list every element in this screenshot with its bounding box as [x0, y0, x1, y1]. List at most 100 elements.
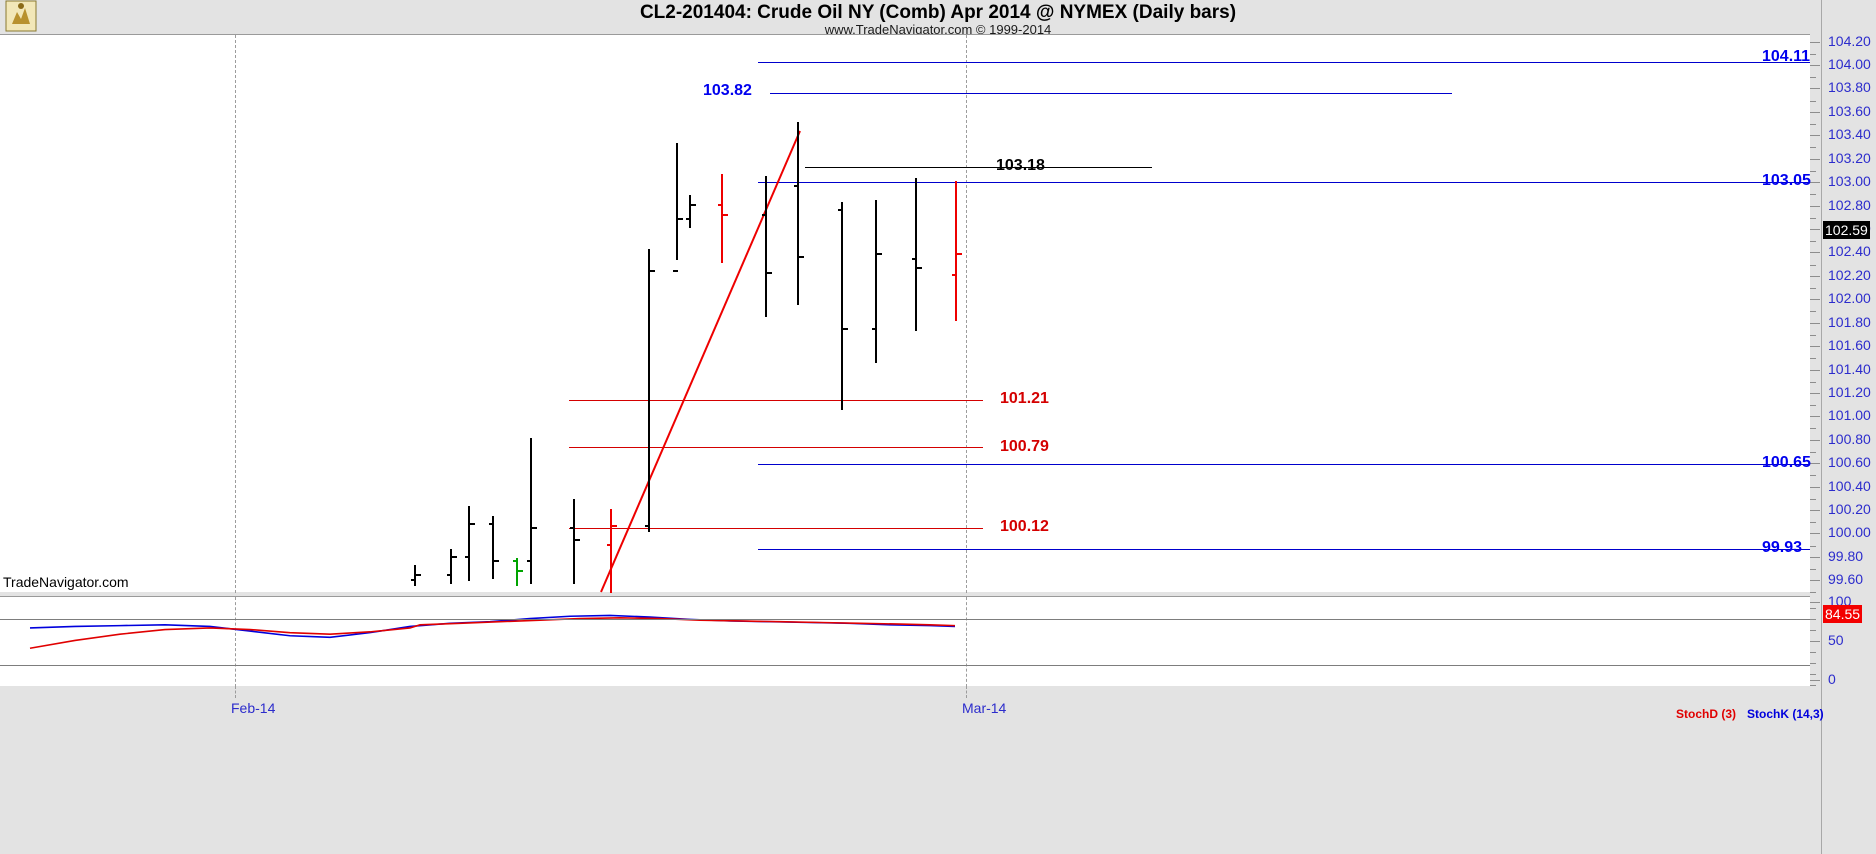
bar-range	[955, 180, 957, 322]
stoch-axis-minor-tick	[1810, 630, 1816, 631]
bar-open-tick	[570, 527, 575, 530]
price-level-line[interactable]	[758, 182, 1810, 183]
price-chart-panel[interactable]	[0, 34, 1810, 594]
price-level-label[interactable]: 100.79	[1000, 438, 1049, 455]
bar-range	[492, 515, 494, 579]
month-gridline	[966, 597, 967, 687]
bar-range	[915, 178, 917, 331]
price-axis-minor-tick	[1810, 592, 1816, 594]
bar-range	[573, 499, 575, 584]
price-axis-tick	[1810, 533, 1820, 535]
price-level-label[interactable]: 103.82	[703, 82, 752, 99]
price-axis-tick-label: 100.60	[1828, 454, 1871, 471]
bar-close-tick	[691, 204, 696, 207]
price-axis-tick	[1810, 252, 1820, 254]
stochastic-lines	[29, 614, 956, 650]
price-level-line[interactable]	[805, 167, 1152, 168]
stochastic-indicator-panel[interactable]	[0, 596, 1810, 688]
legend-stochk[interactable]: StochK (14,3)	[1747, 707, 1824, 721]
bar-range	[468, 506, 470, 582]
stoch-axis-minor-tick	[1810, 674, 1816, 675]
price-level-label[interactable]: 99.93	[1762, 539, 1803, 556]
ohlc-bar[interactable]	[411, 564, 421, 586]
stoch-axis-tick	[1810, 680, 1820, 681]
price-axis-tick	[1810, 346, 1820, 348]
ohlc-bar[interactable]	[527, 438, 537, 584]
price-axis-tick-label: 103.80	[1828, 79, 1871, 96]
price-axis-tick	[1810, 275, 1820, 277]
stoch-axis-minor-tick	[1810, 619, 1816, 620]
price-axis-minor-tick	[1810, 124, 1816, 125]
bar-range	[516, 557, 518, 586]
ohlc-bar[interactable]	[447, 548, 457, 584]
price-level-line[interactable]	[569, 528, 983, 529]
ohlc-bar[interactable]	[718, 173, 728, 263]
ohlc-bar[interactable]	[673, 143, 683, 272]
price-axis-minor-tick	[1810, 264, 1816, 266]
price-axis-tick-label: 100.40	[1828, 477, 1871, 494]
price-axis-tick-label: 101.20	[1828, 383, 1871, 400]
ohlc-bar[interactable]	[794, 122, 804, 305]
bar-open-tick	[673, 269, 678, 272]
ohlc-bar[interactable]	[570, 499, 580, 584]
ohlc-bar[interactable]	[645, 248, 655, 533]
stoch-axis-tick-label: 0	[1828, 671, 1836, 687]
ohlc-bar[interactable]	[607, 508, 617, 593]
price-axis-tick	[1810, 392, 1820, 394]
legend-stochd[interactable]: StochD (3)	[1676, 707, 1736, 721]
price-level-line[interactable]	[770, 93, 1452, 94]
price-axis-minor-tick	[1810, 405, 1816, 407]
date-axis-label: Feb-14	[231, 700, 276, 716]
price-level-label[interactable]: 100.65	[1762, 454, 1811, 471]
price-level-label[interactable]: 101.21	[1000, 390, 1049, 407]
price-axis-tick	[1810, 322, 1820, 324]
price-level-line[interactable]	[758, 464, 1810, 465]
ohlc-bar[interactable]	[465, 506, 475, 582]
price-axis-minor-tick	[1810, 194, 1816, 196]
price-axis-tick	[1810, 205, 1820, 207]
ohlc-bar[interactable]	[838, 201, 848, 411]
price-level-line[interactable]	[569, 447, 983, 448]
ohlc-bar[interactable]	[762, 176, 772, 317]
stoch-axis-minor-tick	[1810, 641, 1816, 642]
price-axis-minor-tick	[1810, 334, 1816, 336]
price-level-label[interactable]: 104.11	[1762, 48, 1811, 65]
price-axis-tick-label: 99.80	[1828, 547, 1864, 564]
price-axis-minor-tick	[1810, 53, 1816, 55]
bar-open-tick	[411, 578, 416, 581]
ohlc-bar[interactable]	[489, 515, 499, 579]
price-axis-tick	[1810, 111, 1820, 113]
bar-close-tick	[957, 253, 962, 256]
bar-close-tick	[877, 253, 882, 256]
ohlc-bar[interactable]	[952, 180, 962, 322]
price-level-line[interactable]	[569, 400, 983, 401]
bar-range	[648, 248, 650, 533]
price-level-label[interactable]: 103.05	[1762, 172, 1811, 189]
price-axis-minor-tick	[1810, 545, 1816, 547]
price-axis-tick-label: 102.40	[1828, 243, 1871, 260]
stoch-axis-minor-tick	[1810, 652, 1816, 653]
bar-range	[765, 176, 767, 317]
price-axis-minor-tick	[1810, 451, 1816, 453]
price-level-label[interactable]: 100.12	[1000, 518, 1049, 535]
price-axis-minor-tick	[1810, 241, 1816, 243]
price-level-label[interactable]: 103.18	[996, 157, 1045, 174]
bar-open-tick	[686, 218, 691, 221]
bar-range	[530, 438, 532, 584]
price-axis-minor-tick	[1810, 522, 1816, 524]
bar-open-tick	[838, 208, 843, 211]
bar-open-tick	[489, 522, 494, 525]
ohlc-bar[interactable]	[912, 178, 922, 331]
ohlc-bar[interactable]	[872, 199, 882, 364]
price-level-line[interactable]	[758, 62, 1810, 63]
ohlc-bar[interactable]	[686, 194, 696, 228]
bar-open-tick	[952, 274, 957, 277]
price-axis[interactable]: 104.20 104.00 103.80 103.60 103.40 103.20 103.…	[1810, 0, 1876, 854]
ohlc-bar[interactable]	[513, 557, 523, 586]
price-level-line[interactable]	[758, 549, 1810, 550]
price-axis-minor-tick	[1810, 358, 1816, 360]
trendline-overlay	[600, 130, 801, 593]
price-axis-tick-label: 99.60	[1828, 571, 1864, 588]
bar-range	[676, 143, 678, 261]
stoch-axis-minor-tick	[1810, 608, 1816, 609]
